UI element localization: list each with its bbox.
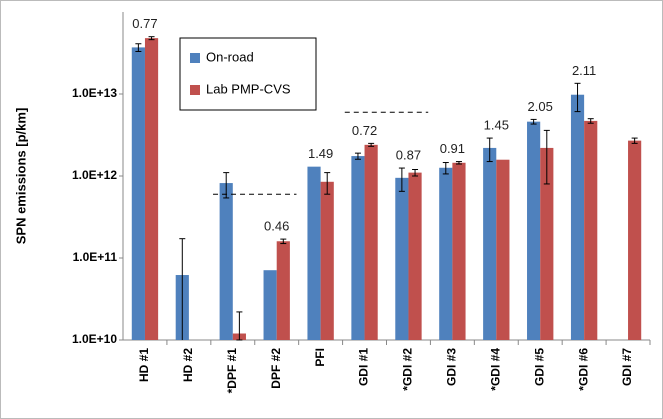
y-tick-label: 1.0E+11 <box>73 250 118 264</box>
bar <box>527 121 541 340</box>
y-tick-label: 1.0E+10 <box>72 332 117 346</box>
bar <box>320 181 334 340</box>
legend-swatch <box>190 85 200 95</box>
bar <box>219 183 233 340</box>
bar <box>276 241 290 340</box>
bar <box>570 94 585 341</box>
bar <box>144 38 159 341</box>
ratio-label: 0.77 <box>132 16 157 31</box>
legend-label: On-road <box>206 49 254 64</box>
bar <box>351 156 365 340</box>
bar <box>364 144 378 340</box>
x-tick-label: *DPF #1 <box>225 348 239 394</box>
x-tick-label: DPF #2 <box>269 348 283 389</box>
bar <box>452 162 466 340</box>
x-tick-label: *GDI #2 <box>401 348 415 391</box>
bar <box>307 166 321 340</box>
legend <box>179 37 317 111</box>
ratio-label: 0.87 <box>396 147 421 162</box>
ratio-label: 1.45 <box>484 118 509 133</box>
ratio-label: 0.46 <box>264 219 289 234</box>
x-tick-label: *GDI #4 <box>488 348 502 391</box>
y-tick-label: 1.0E+13 <box>72 86 117 100</box>
bar <box>540 147 554 340</box>
bar <box>263 270 277 340</box>
x-tick-label: GDI #3 <box>445 348 459 386</box>
x-tick-label: GDI #1 <box>357 348 371 386</box>
bar <box>584 120 598 341</box>
y-axis-title: SPN emissions [p/km] <box>13 108 28 245</box>
bar <box>496 159 510 340</box>
ratio-label: 2.11 <box>572 63 596 78</box>
x-tick-label: PFI <box>313 348 327 367</box>
x-tick-label: GDI #7 <box>620 348 634 386</box>
bar <box>439 167 453 340</box>
ratio-label: 0.72 <box>352 123 377 138</box>
y-tick-label: 1.0E+12 <box>72 168 117 182</box>
bar <box>131 47 145 340</box>
legend-label: Lab PMP-CVS <box>206 81 291 96</box>
x-tick-label: *GDI #6 <box>576 348 590 391</box>
bar <box>628 140 642 340</box>
ratio-label: 1.49 <box>308 146 333 161</box>
x-tick-label: GDI #5 <box>532 348 546 386</box>
bar <box>408 172 422 340</box>
x-tick-label: HD #1 <box>137 348 151 382</box>
bar <box>395 177 409 340</box>
ratio-label: 2.05 <box>528 99 553 114</box>
legend-swatch <box>190 53 200 63</box>
ratio-label: 0.91 <box>440 141 465 156</box>
bar <box>483 147 497 340</box>
x-tick-label: HD #2 <box>181 348 195 382</box>
